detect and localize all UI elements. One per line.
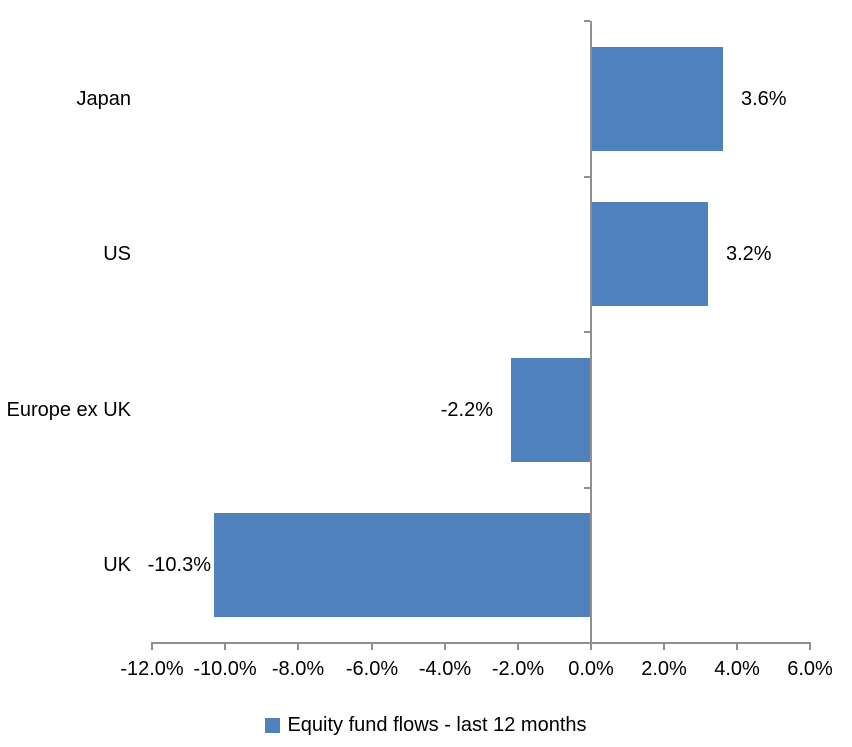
x-axis-tick-label-9: 6.0%	[787, 658, 833, 680]
category-label-uk: UK	[103, 554, 131, 576]
x-axis-tick-3	[371, 644, 373, 650]
x-axis-tick-label-5: -2.0%	[491, 658, 545, 680]
y-axis-tick-3	[584, 487, 590, 489]
y-axis-tick-1	[584, 176, 590, 178]
x-axis-tick-4	[444, 644, 446, 650]
y-axis-tick-4	[584, 642, 590, 644]
x-axis-tick-label-7: 2.0%	[641, 658, 687, 680]
x-axis-tick-7	[663, 644, 665, 650]
legend: Equity fund flows - last 12 months	[0, 712, 852, 738]
bar-us	[592, 202, 708, 306]
x-axis-tick-2	[297, 644, 299, 650]
legend-label: Equity fund flows - last 12 months	[287, 714, 587, 736]
bar-japan	[592, 47, 723, 151]
category-label-japan: Japan	[76, 88, 132, 110]
x-axis-tick-8	[736, 644, 738, 650]
y-axis-tick-0	[584, 20, 590, 22]
x-axis-tick-6	[590, 644, 592, 650]
x-axis-tick-label-1: -10.0%	[193, 658, 257, 680]
x-axis-tick-5	[517, 644, 519, 650]
x-axis-tick-0	[151, 644, 153, 650]
x-axis-tick-label-0: -12.0%	[120, 658, 184, 680]
x-axis-tick-label-8: 4.0%	[714, 658, 760, 680]
category-label-us: US	[103, 243, 131, 265]
y-axis-tick-2	[584, 331, 590, 333]
value-label-us: 3.2%	[726, 243, 772, 265]
bar-uk	[214, 513, 590, 617]
x-axis-tick-1	[224, 644, 226, 650]
y-axis-line	[590, 21, 592, 643]
bar-europe-ex-uk	[511, 358, 590, 462]
legend-swatch-icon	[265, 717, 281, 733]
x-axis-tick-label-4: -4.0%	[418, 658, 472, 680]
x-axis-tick-label-2: -8.0%	[271, 658, 325, 680]
value-label-uk: -10.3%	[147, 554, 211, 576]
x-axis-tick-label-6: 0.0%	[568, 658, 614, 680]
x-axis-line	[151, 642, 811, 644]
value-label-japan: 3.6%	[741, 88, 787, 110]
category-label-europe-ex-uk: Europe ex UK	[6, 399, 131, 421]
value-label-europe-ex-uk: -2.2%	[440, 399, 493, 421]
x-axis-tick-label-3: -6.0%	[345, 658, 399, 680]
x-axis-tick-9	[809, 644, 811, 650]
